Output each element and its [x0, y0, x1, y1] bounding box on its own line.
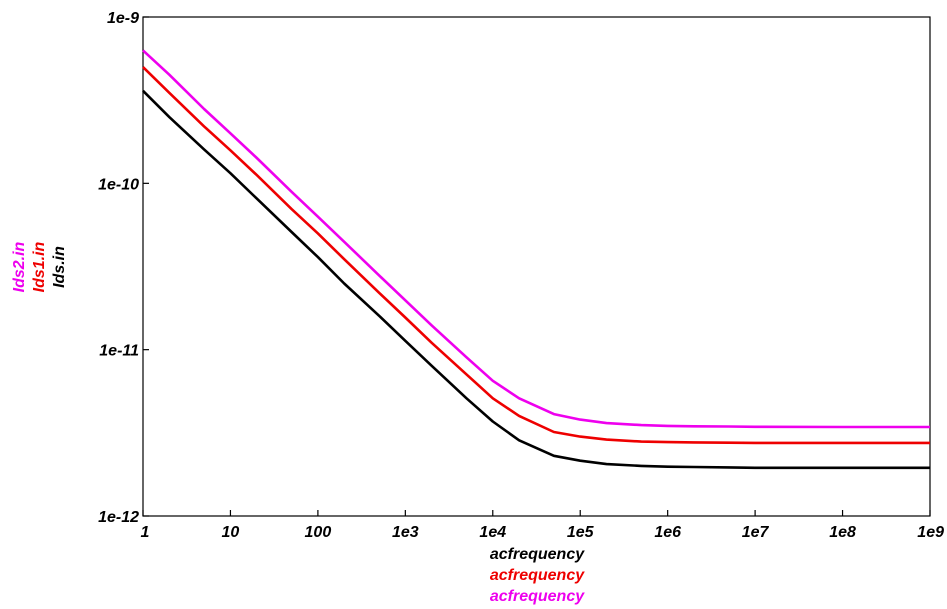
x-tick-label: 1e3 [392, 524, 419, 541]
y-tick-label: 1e-10 [98, 176, 139, 193]
y-tick-label: 1e-11 [99, 343, 139, 360]
x-tick-label: 10 [222, 524, 240, 541]
x-axis-series-label: acfrequency [490, 567, 585, 584]
y-tick-label: 1e-9 [107, 10, 139, 27]
series-line-ids2-in [142, 49, 930, 429]
x-axis-series-label: acfrequency [490, 546, 585, 563]
y-axis-ticks: 1e-9 1e-10 1e-11 1e-12 [98, 10, 149, 526]
x-tick-label: 1e9 [917, 524, 944, 541]
x-tick-label: 1e7 [742, 524, 770, 541]
x-tick-label: 1e8 [829, 524, 856, 541]
y-axis-labels: Ids2.in Ids1.in Ids.in [11, 241, 68, 292]
x-axis-series-label: acfrequency [490, 588, 585, 605]
series-line-ids1-in [142, 66, 930, 445]
x-tick-label: 1 [141, 524, 150, 541]
x-axis-labels: acfrequency acfrequency acfrequency [490, 546, 585, 605]
y-axis-series-label: Ids2.in [11, 241, 28, 292]
y-axis-series-label: Ids.in [51, 246, 68, 288]
y-axis-series-label: Ids1.in [31, 241, 48, 292]
x-axis-ticks: 1 10 100 1e3 1e4 1e5 1e6 1e7 1e8 1e9 [141, 510, 944, 541]
series-lines [142, 49, 930, 470]
x-tick-label: 100 [305, 524, 332, 541]
x-tick-label: 1e6 [654, 524, 681, 541]
y-tick-label: 1e-12 [98, 509, 139, 526]
series-line-ids-in [142, 89, 930, 470]
x-tick-label: 1e5 [567, 524, 595, 541]
x-tick-label: 1e4 [479, 524, 506, 541]
plot-frame [142, 16, 931, 517]
